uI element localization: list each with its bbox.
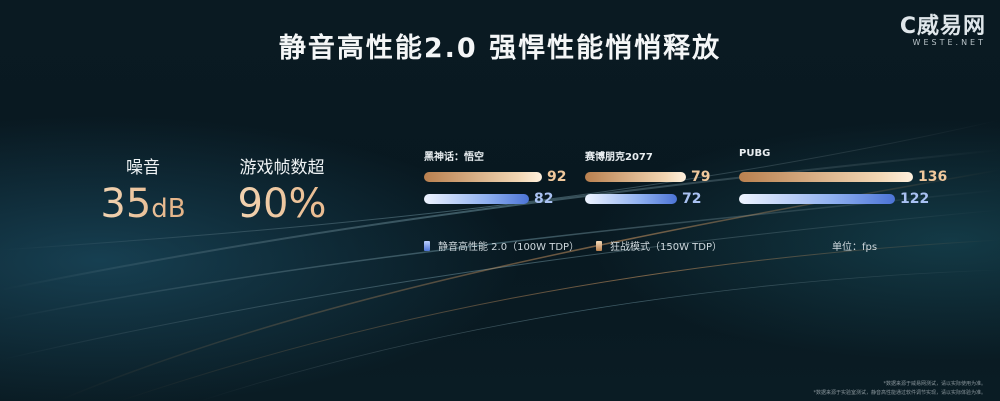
game-title-2: PUBG [739, 148, 771, 159]
bar-blue-1 [585, 194, 677, 204]
unit-label: 单位：fps [832, 242, 878, 253]
bar-value-blue-1: 72 [682, 191, 702, 207]
bar-orange-2 [739, 172, 913, 182]
fps-stat: 游戏帧数超 90% [222, 153, 342, 224]
legend-frenzy-swatch [596, 240, 602, 251]
fps-value: 90% [222, 184, 342, 224]
noise-value: 35dB [88, 184, 198, 224]
noise-stat: 噪音 35dB [88, 153, 198, 224]
bar-value-blue-2: 122 [900, 191, 930, 207]
logo-subtext: WESTE.NET [912, 38, 986, 47]
legend-frenzy: 狂战模式（150W TDP） [596, 238, 722, 253]
bar-value-orange-1: 79 [691, 169, 711, 185]
legend-silent-swatch [424, 240, 430, 251]
page-title: 静音高性能2.0 强悍性能悄悄释放 [278, 33, 722, 64]
noise-label: 噪音 [126, 158, 160, 178]
legend-silent: 静音高性能 2.0（100W TDP） [424, 238, 579, 253]
game-title-0: 黑神话：悟空 [424, 152, 484, 163]
watermark-logo: C威易网 WESTE.NET [900, 8, 986, 47]
footnote-2: *数据来源于实验室测试，静音高性能通过软件调节实现，请以实际体验为准。 [813, 390, 986, 396]
legend-frenzy-label: 狂战模式（150W TDP） [610, 242, 722, 253]
bar-orange-1 [585, 172, 686, 182]
bar-value-orange-0: 92 [547, 169, 567, 185]
bar-blue-2 [739, 194, 895, 204]
fps-label: 游戏帧数超 [239, 158, 325, 178]
bar-orange-0 [424, 172, 542, 182]
logo-mark: C威易网 [899, 14, 986, 39]
bar-blue-0 [424, 194, 529, 204]
game-title-1: 赛博朋克2077 [585, 152, 653, 163]
legend-silent-label: 静音高性能 2.0（100W TDP） [438, 242, 580, 253]
bar-value-blue-0: 82 [534, 191, 554, 207]
footnote-1: *数据来源于威易网测试，请以实际使用为准。 [883, 381, 986, 387]
bar-value-orange-2: 136 [918, 169, 948, 185]
